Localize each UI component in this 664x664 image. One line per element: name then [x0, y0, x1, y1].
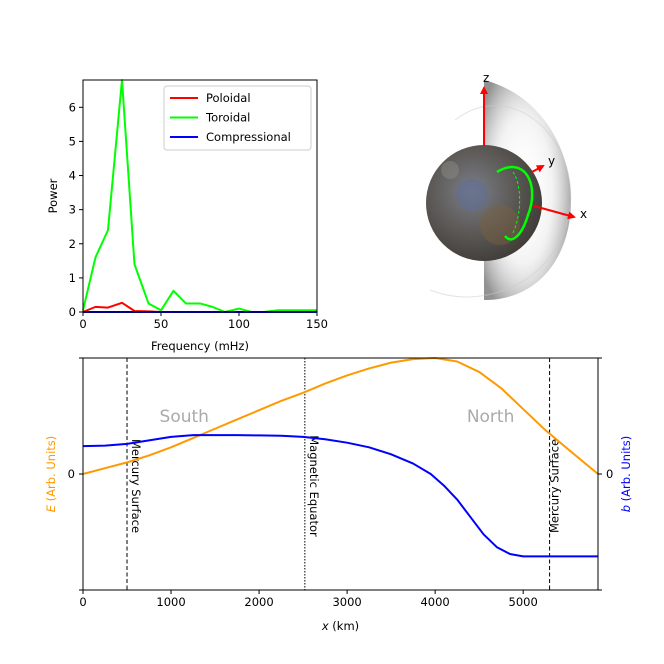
x-tick-label: 5000 [509, 595, 538, 609]
marker-label: Magnetic Equator [307, 435, 321, 537]
region-label-south: South [160, 407, 209, 427]
field-profile-panel: Mercury Surface Magnetic Equator Mercury S… [44, 357, 633, 633]
x-tick-label: 3000 [332, 595, 361, 609]
y-tick-label: 1 [69, 271, 76, 285]
power-spectrum-x-label: Frequency (mHz) [151, 339, 249, 353]
power-spectrum-y-label: Power [46, 178, 60, 213]
field-line-shell-edge [429, 105, 572, 298]
power-spectrum-frame [82, 79, 318, 313]
legend: Poloidal Toroidal Compressional [163, 85, 312, 151]
y-tick-label: 3 [69, 203, 76, 217]
y-tick-label: 6 [69, 100, 76, 114]
z-axis-label: z [483, 71, 489, 85]
left-y-tick-label: 0 [68, 467, 75, 481]
y-tick-label: 5 [69, 134, 76, 148]
region-label-north: North [467, 407, 515, 427]
mercury-geometry-diagram: z y x [426, 71, 587, 300]
right-y-tick-label: 0 [606, 467, 613, 481]
y-axis-label: y [548, 154, 555, 168]
y-axis-arrow [531, 165, 545, 173]
x-axis-label: x [580, 207, 587, 221]
x-tick-label: 4000 [420, 595, 449, 609]
field-profile-frame [82, 357, 599, 591]
mercury-surface-blue-patch [456, 179, 488, 211]
x-tick-label: 2000 [244, 595, 273, 609]
e-field-axis-label: E (Arb. Units) [44, 436, 58, 513]
y-tick-label: 4 [69, 169, 76, 183]
y-tick-label: 2 [69, 237, 76, 251]
toroidal-field-line-hidden [511, 171, 521, 236]
x-tick-label: 150 [306, 317, 328, 331]
marker-label: Mercury Surface [129, 439, 143, 533]
x-tick-label: 1000 [156, 595, 185, 609]
power-spectrum-ticks: 0 50 100 150 0 1 2 3 4 5 6 [69, 100, 328, 331]
e-field-line [82, 357, 599, 475]
field-profile-series [82, 357, 599, 558]
mercury-surface-crater [441, 161, 459, 179]
legend-frame [163, 85, 312, 151]
field-profile-x-label: x (km) [321, 619, 359, 633]
field-profile-regions: South North [160, 407, 515, 427]
power-spectrum-panel: 0 50 100 150 0 1 2 3 4 5 6 Frequency (mHz) Power P… [46, 79, 328, 353]
x-tick-label: 0 [79, 595, 86, 609]
toroidal-field-line [496, 165, 534, 241]
legend-label-compressional: Compressional [206, 130, 291, 144]
b-field-line [82, 434, 598, 558]
x-axis-arrow [533, 205, 576, 220]
legend-label-toroidal: Toroidal [205, 111, 250, 125]
y-tick-label: 0 [69, 305, 76, 319]
b-field-axis-label: b (Arb. Units) [619, 436, 633, 513]
marker-label: Mercury Surface [548, 439, 562, 533]
x-tick-label: 0 [79, 317, 86, 331]
field-profile-markers: Mercury Surface Magnetic Equator Mercury S… [126, 358, 562, 590]
x-tick-label: 100 [228, 317, 250, 331]
x-tick-label: 50 [154, 317, 169, 331]
mercury-surface-brown-patch [480, 205, 520, 245]
field-profile-ticks: 0 1000 2000 3000 4000 5000 0 0 [68, 357, 613, 609]
legend-label-poloidal: Poloidal [206, 91, 251, 105]
